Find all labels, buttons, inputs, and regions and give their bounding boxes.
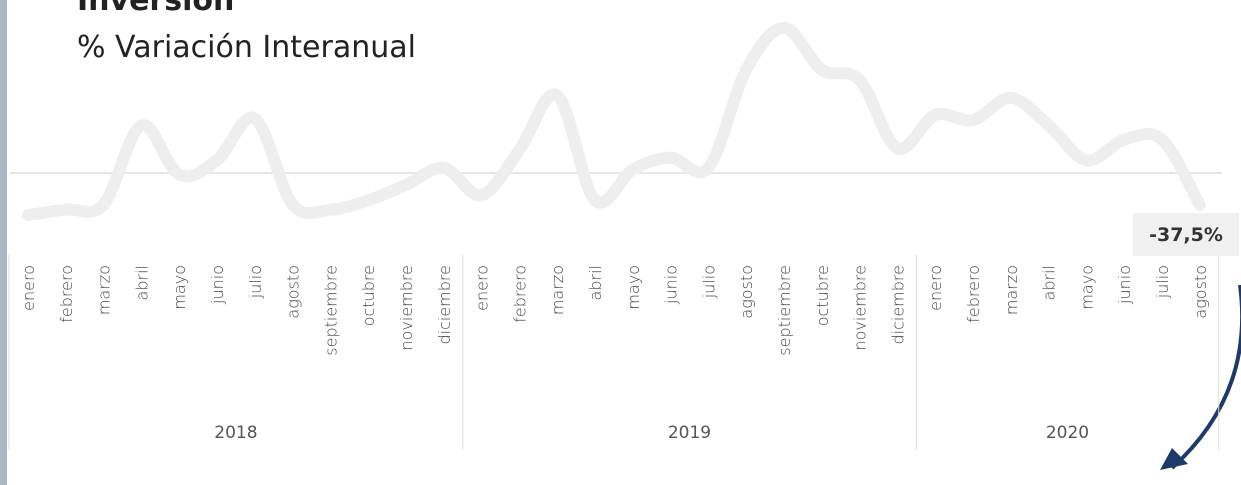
x-tick-label: octubre (359, 265, 378, 326)
x-tick-label: abril (1040, 265, 1059, 300)
x-tick-label: agosto (1191, 265, 1210, 319)
x-tick-label: enero (473, 265, 492, 311)
arrow (1170, 284, 1241, 470)
year-label: 2018 (214, 423, 257, 443)
x-tick-label: marzo (548, 265, 567, 315)
x-tick-label: agosto (284, 265, 303, 319)
x-tick-label: septiembre (321, 265, 340, 356)
x-tick-label: junio (1115, 265, 1134, 305)
x-tick-label: agosto (737, 265, 756, 319)
x-tick-label: junio (662, 265, 681, 305)
year-label: 2019 (668, 423, 711, 443)
x-tick-label: julio (699, 265, 718, 299)
x-tick-label: febrero (964, 265, 983, 323)
data-label: -37,5% (1149, 224, 1223, 246)
x-tick-label: febrero (57, 265, 76, 323)
chart-subtitle: % Variación Interanual (77, 30, 416, 65)
x-tick-label: octubre (813, 265, 832, 326)
x-tick-label: mayo (624, 265, 643, 310)
data-label-bg (1133, 213, 1239, 256)
x-tick-label: junio (208, 265, 227, 305)
x-tick-label: diciembre (888, 265, 907, 345)
x-tick-label: mayo (1077, 265, 1096, 310)
x-tick-label: abril (586, 265, 605, 300)
x-tick-label: julio (1153, 265, 1172, 299)
x-tick-label: diciembre (435, 265, 454, 345)
x-tick-label: abril (132, 265, 151, 300)
x-tick-label: marzo (1002, 265, 1021, 315)
x-tick-label: noviembre (851, 265, 870, 351)
x-tick-label: enero (19, 265, 38, 311)
x-tick-label: marzo (95, 265, 114, 315)
year-label: 2020 (1046, 423, 1089, 443)
chart-title: Inversión (77, 0, 234, 18)
x-tick-label: julio (246, 265, 265, 299)
side-bar (0, 0, 7, 485)
arrow-head (1160, 448, 1188, 470)
x-tick-label: febrero (510, 265, 529, 323)
x-tick-label: septiembre (775, 265, 794, 356)
line (22, 21, 1206, 221)
x-tick-label: noviembre (397, 265, 416, 351)
x-tick-label: mayo (170, 265, 189, 310)
x-tick-label: enero (926, 265, 945, 311)
